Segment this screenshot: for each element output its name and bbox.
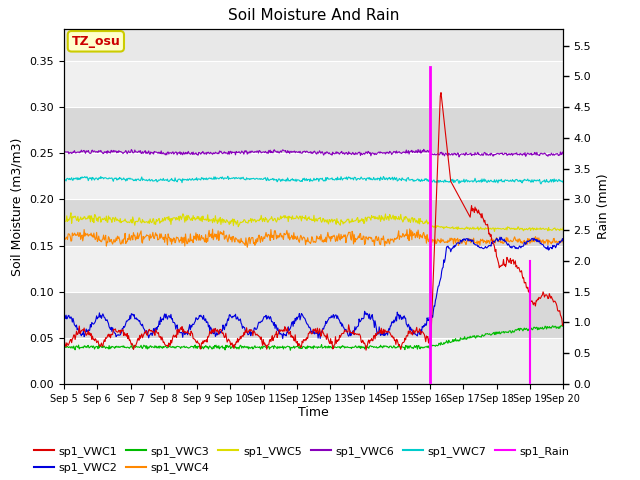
Bar — [64, 107, 563, 153]
X-axis label: Time: Time — [298, 407, 329, 420]
Y-axis label: Soil Moisture (m3/m3): Soil Moisture (m3/m3) — [11, 137, 24, 276]
Bar — [64, 246, 563, 292]
Bar — [64, 61, 563, 107]
Bar — [64, 338, 563, 384]
Legend: sp1_VWC1, sp1_VWC2, sp1_VWC3, sp1_VWC4, sp1_VWC5, sp1_VWC6, sp1_VWC7, sp1_Rain: sp1_VWC1, sp1_VWC2, sp1_VWC3, sp1_VWC4, … — [29, 442, 573, 478]
Bar — [64, 200, 563, 246]
Y-axis label: Rain (mm): Rain (mm) — [597, 174, 610, 239]
Title: Soil Moisture And Rain: Soil Moisture And Rain — [228, 9, 399, 24]
Bar — [64, 153, 563, 200]
Bar — [64, 292, 563, 338]
Text: TZ_osu: TZ_osu — [72, 35, 120, 48]
